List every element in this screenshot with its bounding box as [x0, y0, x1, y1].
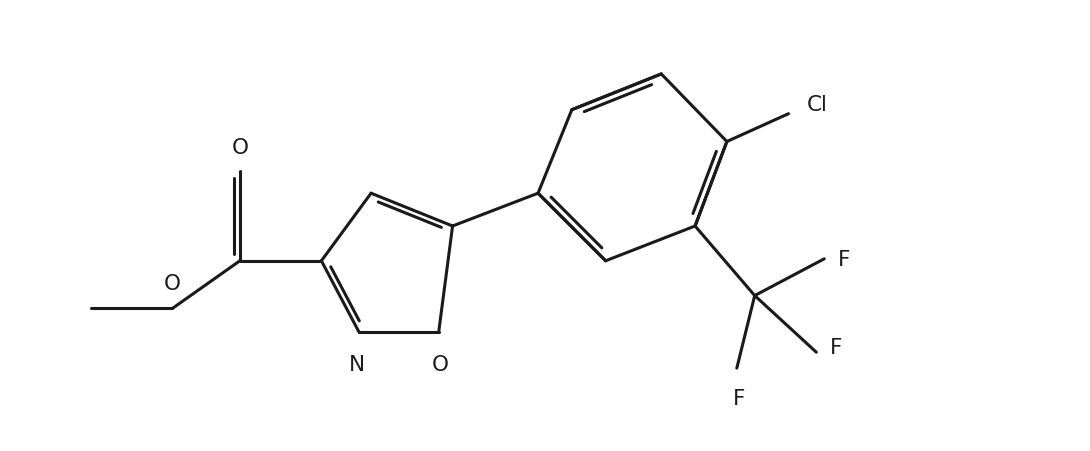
Text: F: F [838, 249, 850, 269]
Text: O: O [164, 273, 181, 293]
Text: N: N [349, 354, 365, 374]
Text: O: O [432, 354, 449, 374]
Text: F: F [831, 337, 843, 358]
Text: F: F [732, 388, 744, 408]
Text: Cl: Cl [807, 95, 827, 115]
Text: O: O [231, 138, 249, 158]
